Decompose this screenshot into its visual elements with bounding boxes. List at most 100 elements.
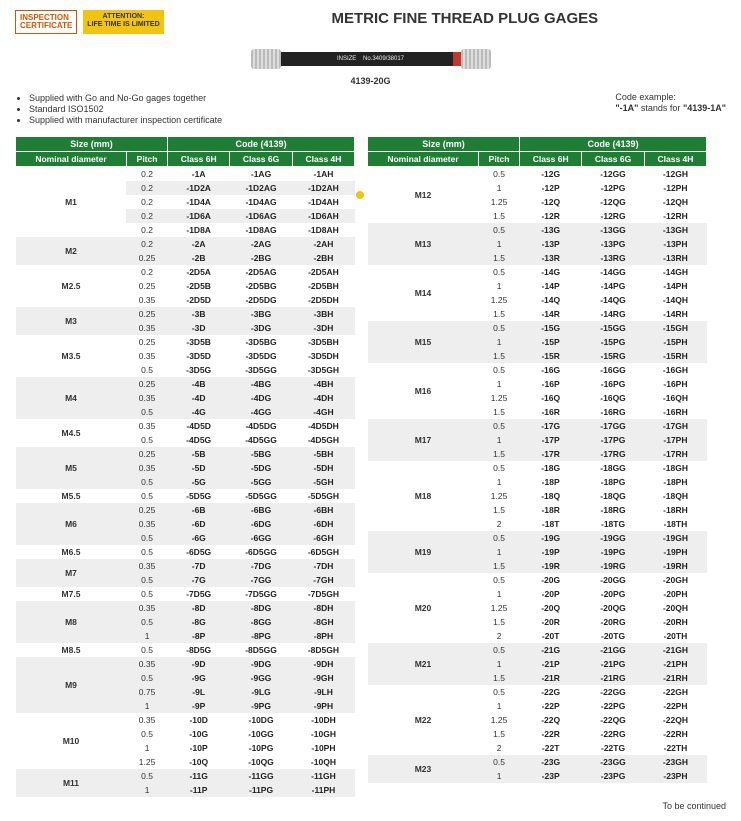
cell-c6h: -20R: [520, 615, 582, 629]
cell-c6h: -9D: [168, 657, 230, 671]
right-table-head: Size (mm) Code (4139) Nominal diameter P…: [368, 137, 707, 167]
cell-c6g: -5D5GG: [230, 489, 293, 503]
cell-c4h: -1D2AH: [292, 181, 354, 195]
cell-c4h: -2D5AH: [292, 265, 354, 279]
cell-c6g: -13PG: [582, 237, 645, 251]
cell-nominal: M1: [16, 167, 127, 238]
cell-c4h: -23GH: [644, 755, 706, 769]
cell-c4h: -14PH: [644, 279, 706, 293]
table-row: M70.35-7D-7DG-7DH: [16, 559, 355, 573]
cell-c4h: -20TH: [644, 629, 706, 643]
table-row: M20.2-2A-2AG-2AH: [16, 237, 355, 251]
cell-c4h: -5GH: [292, 475, 354, 489]
cell-c4h: -10DH: [292, 713, 354, 727]
cell-c6h: -23G: [520, 755, 582, 769]
cell-nominal: M16: [368, 363, 479, 419]
cell-pitch: 0.35: [126, 419, 167, 433]
cell-c6g: -8DG: [230, 601, 293, 615]
cell-c6h: -13P: [520, 237, 582, 251]
cell-c4h: -22QH: [644, 713, 706, 727]
cell-c4h: -13GH: [644, 223, 706, 237]
cell-c6h: -11G: [168, 769, 230, 783]
th-6g: Class 6G: [230, 152, 293, 167]
attention-badge: ATTENTION: LIFE TIME IS LIMITED: [83, 10, 163, 34]
notes-list: Supplied with Go and No-Go gages togethe…: [15, 93, 222, 125]
cell-pitch: 1: [126, 699, 167, 713]
cell-pitch: 0.2: [126, 209, 167, 223]
cell-c6h: -14G: [520, 265, 582, 279]
top-row: INSPECTION CERTIFICATE ATTENTION: LIFE T…: [15, 10, 726, 34]
cell-c4h: -6GH: [292, 531, 354, 545]
cell-c6g: -22GG: [582, 685, 645, 699]
cell-c6g: -4BG: [230, 377, 293, 391]
cell-c4h: -9GH: [292, 671, 354, 685]
gage-go-end: [251, 49, 281, 69]
gage-code: No.3409/38017: [363, 56, 404, 62]
cell-c6h: -14P: [520, 279, 582, 293]
cell-c6g: -15PG: [582, 335, 645, 349]
cell-c4h: -12GH: [644, 167, 706, 182]
table-row: M230.5-23G-23GG-23GH: [368, 755, 707, 769]
cell-pitch: 0.35: [126, 559, 167, 573]
th-4h-r: Class 4H: [644, 152, 706, 167]
cell-pitch: 1: [478, 433, 519, 447]
cell-c4h: -20QH: [644, 601, 706, 615]
table-row: M210.5-21G-21GG-21GH: [368, 643, 707, 657]
cell-pitch: 0.25: [126, 447, 167, 461]
cell-c6g: -3D5BG: [230, 335, 293, 349]
cell-c6g: -4GG: [230, 405, 293, 419]
cell-pitch: 0.25: [126, 251, 167, 265]
cell-c6g: -6DG: [230, 517, 293, 531]
cell-c4h: -9LH: [292, 685, 354, 699]
cell-c6h: -8P: [168, 629, 230, 643]
cell-pitch: 0.35: [126, 293, 167, 307]
cell-c6h: -6B: [168, 503, 230, 517]
cell-c4h: -6DH: [292, 517, 354, 531]
cell-pitch: 1.5: [478, 349, 519, 363]
cell-pitch: 1.5: [478, 727, 519, 741]
cell-c6h: -5G: [168, 475, 230, 489]
cell-c6h: -19P: [520, 545, 582, 559]
cell-c6g: -22TG: [582, 741, 645, 755]
cell-c4h: -1D8AH: [292, 223, 354, 237]
cell-c4h: -17PH: [644, 433, 706, 447]
cell-c6h: -9G: [168, 671, 230, 685]
cell-c4h: -18GH: [644, 461, 706, 475]
cell-pitch: 0.5: [126, 587, 167, 601]
th-4h: Class 4H: [292, 152, 354, 167]
cell-c6g: -1D2AG: [230, 181, 293, 195]
cell-c6h: -13R: [520, 251, 582, 265]
cell-c4h: -21RH: [644, 671, 706, 685]
cell-c6h: -3D5G: [168, 363, 230, 377]
cell-c6h: -2B: [168, 251, 230, 265]
cell-c4h: -4BH: [292, 377, 354, 391]
left-table-head: Size (mm) Code (4139) Nominal diameter P…: [16, 137, 355, 167]
cell-c4h: -19RH: [644, 559, 706, 573]
cell-c4h: -16PH: [644, 377, 706, 391]
gage-brand: INSIZE: [337, 56, 356, 62]
cell-c6h: -6G: [168, 531, 230, 545]
cell-pitch: 0.5: [478, 265, 519, 279]
cell-c6h: -4D5G: [168, 433, 230, 447]
cell-c6h: -5D: [168, 461, 230, 475]
cell-c4h: -2D5BH: [292, 279, 354, 293]
cell-pitch: 0.25: [126, 503, 167, 517]
cell-c6h: -11P: [168, 783, 230, 797]
cell-c4h: -18TH: [644, 517, 706, 531]
cell-pitch: 0.5: [126, 671, 167, 685]
cell-c6g: -16PG: [582, 377, 645, 391]
cell-c6g: -8GG: [230, 615, 293, 629]
cell-nominal: M4: [16, 377, 127, 419]
cell-pitch: 0.5: [478, 167, 519, 182]
cell-c6g: -2D5DG: [230, 293, 293, 307]
cell-c6g: -22PG: [582, 699, 645, 713]
warn-line2: LIFE TIME IS LIMITED: [87, 21, 159, 28]
cell-c6g: -23PG: [582, 769, 645, 783]
cell-c6g: -13RG: [582, 251, 645, 265]
cell-c6g: -21PG: [582, 657, 645, 671]
gage-nogo-ring: [453, 52, 461, 66]
cell-c6g: -14PG: [582, 279, 645, 293]
cell-c6h: -17G: [520, 419, 582, 433]
cell-pitch: 1.25: [478, 601, 519, 615]
cell-nominal: M2.5: [16, 265, 127, 307]
